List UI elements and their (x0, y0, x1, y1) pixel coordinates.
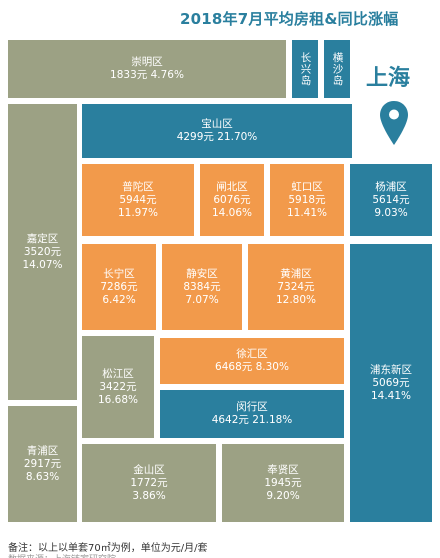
page-title: 2018年7月平均房租&同比涨幅 (180, 10, 399, 28)
region-rent: 5069元 (372, 376, 410, 389)
region-name: 松江区 (102, 367, 134, 380)
region-jinshan: 金山区 1772元 3.86% (82, 444, 216, 522)
region-rent: 2917元 (23, 457, 62, 470)
region-rent-change: 6468元 8.30% (215, 361, 289, 373)
region-name: 虹口区 (291, 180, 323, 193)
region-fengxian: 奉贤区 1945元 9.20% (222, 444, 344, 522)
region-putuo: 普陀区 5944元 11.97% (82, 164, 194, 236)
region-changning: 长宁区 7286元 6.42% (82, 244, 156, 330)
region-rent: 5944元 (119, 193, 157, 206)
region-pudong: 浦东新区 5069元 14.41% (350, 244, 432, 522)
region-change: 12.80% (275, 293, 317, 306)
region-change: 6.42% (102, 293, 136, 306)
region-change: 11.97% (117, 206, 159, 219)
region-name: 横沙岛 (331, 51, 344, 87)
region-hengsha: 横沙岛 (324, 40, 350, 98)
region-changxing: 长兴岛 (292, 40, 318, 98)
region-yangpu: 杨浦区 5614元 9.03% (350, 164, 432, 236)
region-rent: 6076元 (213, 193, 251, 206)
region-name: 青浦区 (26, 444, 59, 457)
region-rent: 3520元 (23, 245, 62, 258)
region-songjiang: 松江区 3422元 16.68% (82, 336, 154, 438)
region-name: 闵行区 (236, 401, 268, 413)
region-change: 11.41% (286, 206, 328, 219)
region-chongming: 崇明区 1833元 4.76% (8, 40, 286, 98)
city-label: 上海 (366, 66, 411, 91)
region-zhabei: 闸北区 6076元 14.06% (200, 164, 264, 236)
region-name: 浦东新区 (370, 363, 412, 376)
region-rent: 3422元 (99, 380, 137, 393)
region-rent-change: 4299元 21.70% (176, 131, 258, 143)
region-change: 9.20% (266, 489, 300, 502)
region-change: 9.03% (374, 206, 408, 219)
region-name: 宝山区 (201, 118, 233, 130)
region-jingan: 静安区 8384元 7.07% (162, 244, 242, 330)
region-name: 嘉定区 (26, 232, 59, 245)
region-rent: 1945元 (264, 476, 302, 489)
region-jiading: 嘉定区 3520元 14.07% (8, 104, 77, 400)
region-qingpu: 青浦区 2917元 8.63% (8, 406, 77, 522)
region-change: 8.63% (25, 470, 60, 483)
region-change: 7.07% (185, 293, 219, 306)
region-huangpu: 黄浦区 7324元 12.80% (248, 244, 344, 330)
region-name: 闸北区 (216, 180, 248, 193)
region-rent: 7324元 (277, 280, 315, 293)
region-name: 长兴岛 (299, 51, 312, 87)
region-change: 14.06% (211, 206, 253, 219)
region-xuhui: 徐汇区 6468元 8.30% (160, 338, 344, 384)
region-baoshan: 宝山区 4299元 21.70% (82, 104, 352, 158)
map-pin-icon (380, 101, 408, 145)
region-name: 普陀区 (122, 180, 154, 193)
region-name: 奉贤区 (267, 463, 299, 476)
region-name: 长宁区 (103, 267, 135, 280)
region-rent: 5918元 (288, 193, 326, 206)
region-rent-change: 1833元 4.76% (110, 69, 184, 81)
region-change: 3.86% (132, 489, 166, 502)
region-change: 14.41% (370, 389, 412, 402)
region-rent: 1772元 (130, 476, 168, 489)
region-rent-change: 4642元 21.18% (211, 414, 293, 426)
region-hongkou: 虹口区 5918元 11.41% (270, 164, 344, 236)
region-rent: 5614元 (372, 193, 410, 206)
region-rent: 8384元 (183, 280, 221, 293)
region-rent: 7286元 (100, 280, 138, 293)
region-minhang: 闵行区 4642元 21.18% (160, 390, 344, 438)
region-name: 杨浦区 (375, 180, 407, 193)
region-name: 金山区 (133, 463, 165, 476)
footnote-source: 数据来源：上海链家研究院 (8, 552, 438, 558)
region-change: 16.68% (97, 393, 139, 406)
region-name: 徐汇区 (236, 348, 268, 360)
footnote: 备注：以上以单套70㎡为例，单位为元/月/套 (8, 543, 208, 554)
region-name: 崇明区 (131, 56, 163, 68)
region-name: 黄浦区 (280, 267, 312, 280)
region-name: 静安区 (186, 267, 218, 280)
region-change: 14.07% (22, 258, 63, 271)
